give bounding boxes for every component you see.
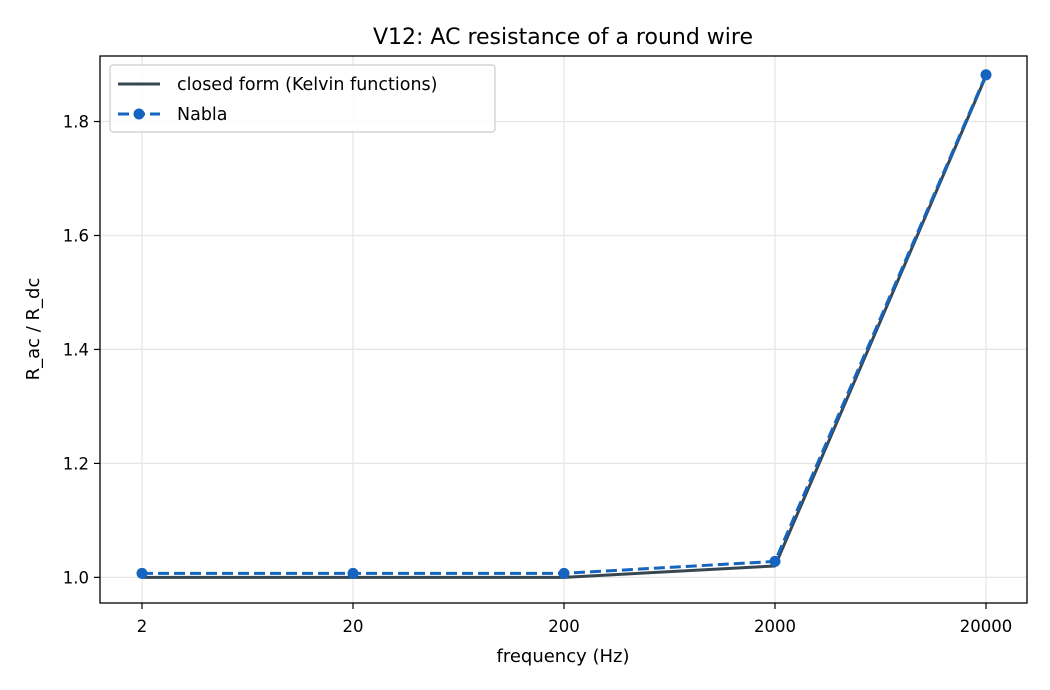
- x-tick-label: 2000: [754, 617, 796, 636]
- series-layer: [136, 69, 992, 579]
- x-axis-label: frequency (Hz): [496, 646, 629, 667]
- legend-frame: [109, 64, 496, 133]
- legend-marker-nabla: [133, 108, 145, 120]
- y-tick-label: 1.6: [63, 226, 89, 245]
- chart-title: V12: AC resistance of a round wire: [373, 25, 753, 50]
- y-tick-label: 1.0: [63, 568, 89, 587]
- y-axis: 1.0 1.2 1.4 1.6 1.8: [63, 113, 100, 587]
- x-tick-label: 2: [137, 617, 148, 636]
- y-tick-label: 1.8: [63, 113, 89, 132]
- legend: closed form (Kelvin functions) Nabla: [109, 64, 496, 133]
- data-point-nabla: [558, 567, 570, 579]
- data-point-nabla: [347, 567, 359, 579]
- y-axis-label: R_ac / R_dc: [23, 278, 44, 381]
- x-tick-label: 20000: [960, 617, 1013, 636]
- legend-label-nabla: Nabla: [177, 105, 228, 125]
- x-tick-label: 200: [548, 617, 580, 636]
- x-axis: 2 20 200 2000 20000: [137, 603, 1013, 636]
- x-tick-label: 20: [343, 617, 364, 636]
- grid: [100, 56, 1027, 603]
- legend-label-closed-form: closed form (Kelvin functions): [177, 75, 437, 95]
- data-point-nabla: [136, 567, 148, 579]
- data-point-nabla: [980, 69, 992, 81]
- y-tick-label: 1.4: [63, 340, 89, 359]
- y-tick-label: 1.2: [63, 454, 89, 473]
- data-point-nabla: [769, 555, 781, 567]
